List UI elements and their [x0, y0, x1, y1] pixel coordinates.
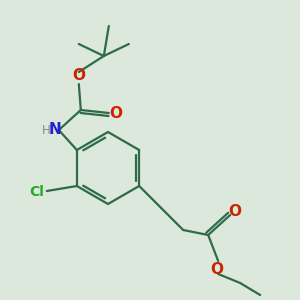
Text: O: O: [229, 203, 242, 218]
Text: O: O: [211, 262, 224, 278]
Text: N: N: [48, 122, 61, 137]
Text: O: O: [72, 68, 85, 83]
Text: Cl: Cl: [29, 185, 44, 199]
Text: O: O: [109, 106, 122, 121]
Text: H: H: [41, 124, 50, 136]
